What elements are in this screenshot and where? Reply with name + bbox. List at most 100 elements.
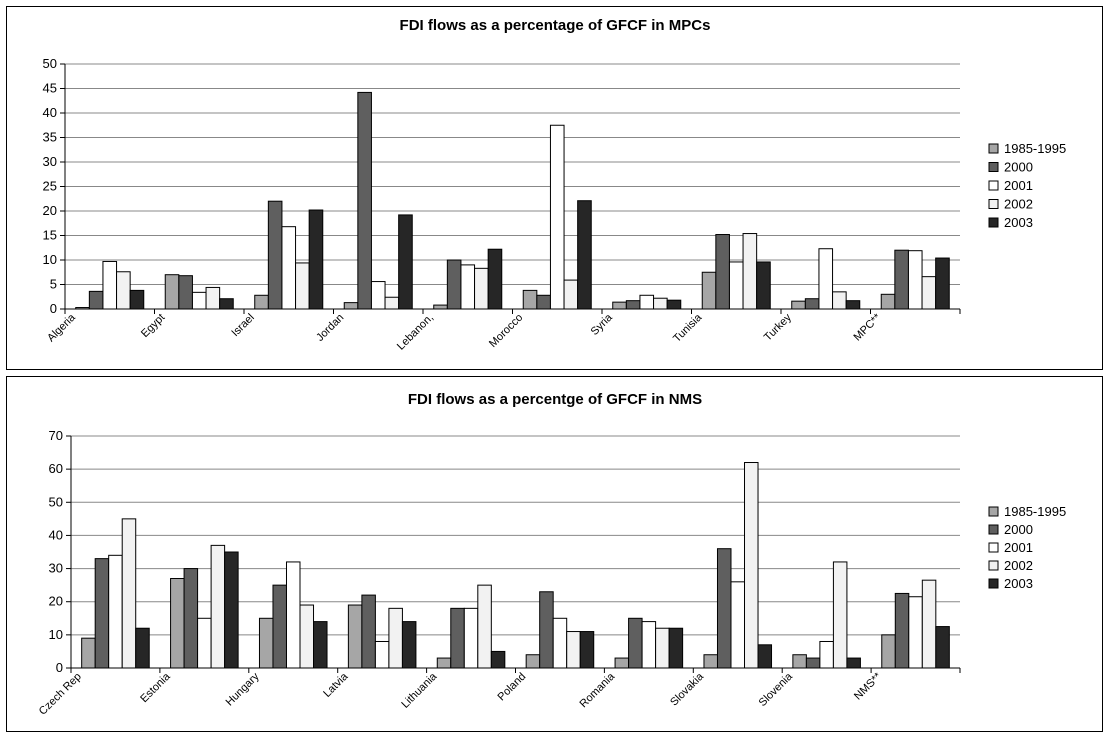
bar	[281, 226, 297, 310]
bar	[703, 654, 718, 669]
legend-swatch	[988, 506, 999, 517]
bar	[525, 654, 541, 669]
chart-mpc-panel: FDI flows as a percentage of GFCF in MPC…	[6, 6, 1103, 370]
bar	[539, 591, 554, 669]
bar	[401, 621, 417, 669]
bar	[108, 554, 123, 669]
bar	[191, 291, 207, 310]
y-tick-label: 40	[43, 105, 57, 120]
legend-swatch	[988, 180, 999, 191]
bar	[614, 657, 630, 669]
x-category-label: Lebanon,	[395, 312, 436, 353]
bar	[102, 260, 118, 310]
x-category-label: Morocco	[487, 312, 525, 350]
bar	[921, 276, 937, 310]
bar	[791, 300, 806, 310]
legend-label: 2002	[1004, 558, 1033, 573]
bar	[907, 250, 923, 310]
y-tick-label: 10	[43, 252, 57, 267]
legend-swatch	[988, 162, 999, 172]
y-tick-label: 25	[43, 179, 57, 194]
x-category-label: Czech Rep	[37, 671, 84, 718]
legend-label: 2003	[1004, 576, 1033, 591]
legend: 1985-1995 2000 2001 2002 2003	[988, 141, 1066, 230]
y-tick-label: 35	[43, 130, 57, 145]
bar	[792, 654, 807, 669]
bar	[388, 607, 403, 669]
y-tick-label: 45	[43, 81, 57, 96]
bar	[845, 300, 861, 310]
bar	[374, 640, 390, 669]
x-category-label: Jordan	[314, 312, 346, 344]
bar	[536, 294, 551, 310]
x-category-label: Slovenia	[757, 670, 796, 709]
y-tick-label: 20	[49, 594, 63, 609]
bar	[197, 617, 212, 669]
bar	[384, 296, 400, 310]
y-tick-label: 30	[49, 561, 63, 576]
bar	[135, 627, 150, 669]
x-category-label: Israel	[229, 312, 257, 340]
bar	[522, 289, 538, 310]
bar	[730, 581, 745, 669]
y-tick-label: 50	[49, 494, 63, 509]
bar	[94, 558, 110, 669]
bar	[164, 274, 180, 310]
bar	[756, 261, 771, 310]
bar	[908, 596, 923, 669]
bar	[121, 518, 137, 669]
bar	[490, 650, 506, 669]
bar	[894, 249, 909, 310]
bar	[744, 462, 759, 669]
bar	[832, 561, 848, 669]
x-category-label: Estonia	[138, 670, 173, 705]
bar	[577, 200, 592, 310]
y-tick-label: 60	[49, 461, 63, 476]
chart-mpc: FDI flows as a percentage of GFCF in MPC…	[43, 17, 1067, 353]
bar	[625, 300, 641, 310]
bar	[566, 631, 581, 669]
legend: 1985-1995 2000 2001 2002 2003	[988, 504, 1066, 591]
bar	[935, 626, 950, 669]
bar	[178, 275, 193, 310]
bar	[666, 299, 682, 310]
x-category-label: Tunisia	[671, 311, 705, 345]
bar	[715, 234, 730, 310]
legend-label: 1985-1995	[1004, 141, 1066, 156]
y-tick-label: 0	[50, 301, 57, 316]
legend-swatch	[988, 217, 999, 228]
legend-swatch	[988, 542, 999, 553]
chart-title: FDI flows as a percentage of GFCF in MPC…	[400, 17, 711, 34]
y-tick-label: 0	[56, 660, 63, 675]
bar	[819, 640, 834, 669]
bar	[552, 617, 568, 669]
bar	[272, 584, 287, 669]
legend-swatch	[988, 578, 999, 589]
bar	[628, 617, 643, 669]
bar	[170, 578, 185, 669]
bar	[463, 607, 479, 669]
bar	[549, 124, 565, 310]
bar	[728, 261, 744, 310]
legend-label: 2001	[1004, 178, 1033, 193]
legend-label: 2002	[1004, 197, 1033, 212]
y-tick-label: 10	[49, 627, 63, 642]
bar	[668, 627, 684, 669]
y-tick-label: 40	[49, 527, 63, 542]
bar	[370, 281, 386, 310]
y-tick-label: 20	[43, 203, 57, 218]
bar	[436, 657, 452, 669]
bar	[832, 291, 847, 310]
x-category-label: Hungary	[224, 670, 262, 708]
legend-label: 1985-1995	[1004, 504, 1066, 519]
bar	[129, 289, 145, 310]
x-category-label: Latvia	[321, 670, 351, 700]
x-category-label: Egypt	[139, 312, 167, 340]
bar	[258, 617, 274, 669]
y-tick-label: 15	[43, 228, 57, 243]
bar	[818, 248, 834, 310]
x-category-label: Romania	[578, 670, 618, 710]
bar	[347, 604, 363, 669]
bar	[757, 644, 773, 669]
legend-swatch	[988, 560, 999, 571]
